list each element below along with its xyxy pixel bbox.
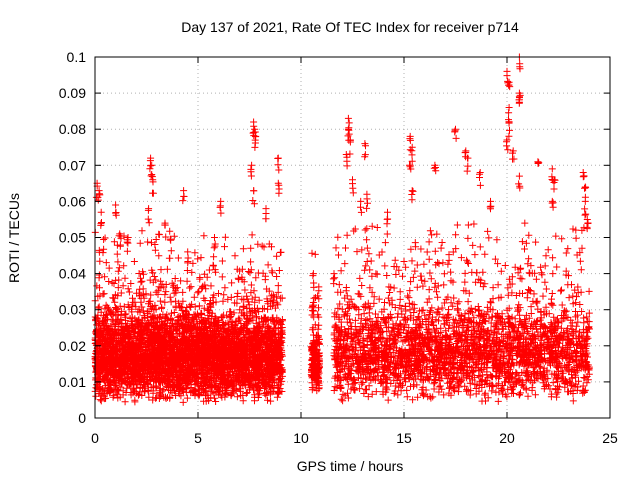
- x-axis-label: GPS time / hours: [297, 458, 404, 474]
- axis-ticks: 0 0.01 0.02 0.03 0.04 0.05 0.06 0.07 0.08 0.09 0.1…: [59, 49, 618, 446]
- x-tick-label: 5: [194, 430, 202, 446]
- y-tick-label: 0.08: [59, 121, 86, 137]
- y-tick-label: 0.05: [59, 230, 86, 246]
- y-axis-label: ROTI / TECUs: [6, 193, 22, 283]
- x-tick-label: 0: [91, 430, 99, 446]
- roti-points: [91, 53, 593, 406]
- x-tick-label: 15: [396, 430, 412, 446]
- y-tick-label: 0.09: [59, 85, 86, 101]
- x-tick-label: 20: [499, 430, 515, 446]
- y-tick-label: 0.03: [59, 302, 86, 318]
- chart-title: Day 137 of 2021, Rate Of TEC Index for r…: [181, 19, 519, 35]
- y-tick-label: 0.04: [59, 266, 86, 282]
- x-tick-label: 25: [602, 430, 618, 446]
- y-tick-label: 0.06: [59, 193, 86, 209]
- y-tick-label: 0: [78, 410, 86, 426]
- y-tick-label: 0.07: [59, 157, 86, 173]
- x-tick-label: 10: [293, 430, 309, 446]
- data-points: [91, 53, 593, 406]
- y-tick-label: 0.02: [59, 338, 86, 354]
- y-tick-label: 0.01: [59, 374, 86, 390]
- y-tick-label: 0.1: [67, 49, 87, 65]
